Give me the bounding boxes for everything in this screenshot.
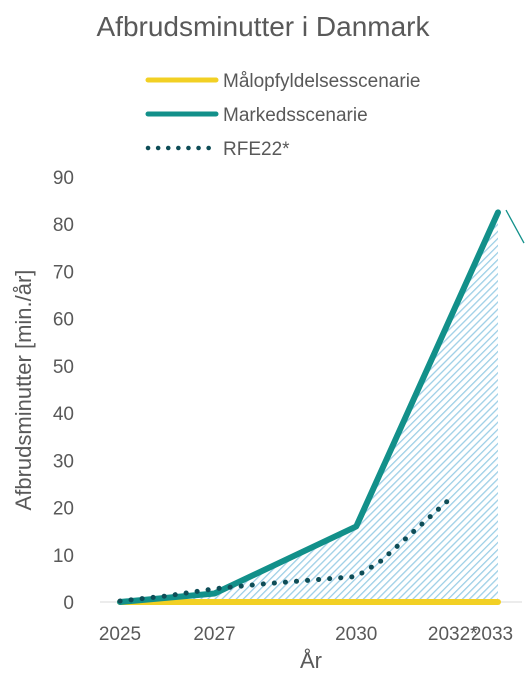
x-tick-label: 2033	[471, 624, 513, 645]
legend-label: RFE22*	[223, 139, 290, 160]
x-tick-label: 2032*	[428, 624, 478, 645]
legend-item: Markedsscenarie	[145, 105, 368, 126]
y-tick-label: 20	[53, 499, 74, 520]
y-axis-title: Afbrudsminutter [min./år]	[11, 270, 36, 511]
legend-item: RFE22*	[145, 139, 290, 160]
y-tick-label: 30	[53, 451, 74, 472]
series-line	[117, 209, 501, 605]
x-tick-label: 2025	[99, 624, 141, 645]
legend: Målopfyldelsesscenarie Markedsscenarie RFE…	[145, 71, 421, 160]
series-line	[117, 495, 454, 604]
data-label-leader	[505, 209, 525, 244]
x-tick-label: 2027	[193, 624, 235, 645]
x-axis-ticks: 2025 2027 2030 2032*2033	[99, 624, 513, 645]
x-axis-title: År	[300, 648, 322, 673]
y-tick-label: 70	[53, 262, 74, 283]
shaded-area	[120, 212, 498, 602]
x-tick-label: 2030	[335, 624, 377, 645]
plot-area	[100, 209, 525, 605]
y-axis-ticks: 0 10 20 30 40 50 60 70 80 90	[53, 168, 74, 614]
legend-label: Målopfyldelsesscenarie	[223, 71, 421, 92]
chart-title: Afbrudsminutter i Danmark	[96, 11, 430, 42]
y-tick-label: 80	[53, 215, 74, 236]
y-tick-label: 50	[53, 357, 74, 378]
y-tick-label: 60	[53, 310, 74, 331]
y-tick-label: 10	[53, 546, 74, 567]
y-tick-label: 0	[63, 593, 74, 614]
y-tick-label: 90	[53, 168, 74, 189]
legend-item: Målopfyldelsesscenarie	[145, 71, 421, 92]
y-tick-label: 40	[53, 404, 74, 425]
legend-label: Markedsscenarie	[223, 105, 368, 126]
